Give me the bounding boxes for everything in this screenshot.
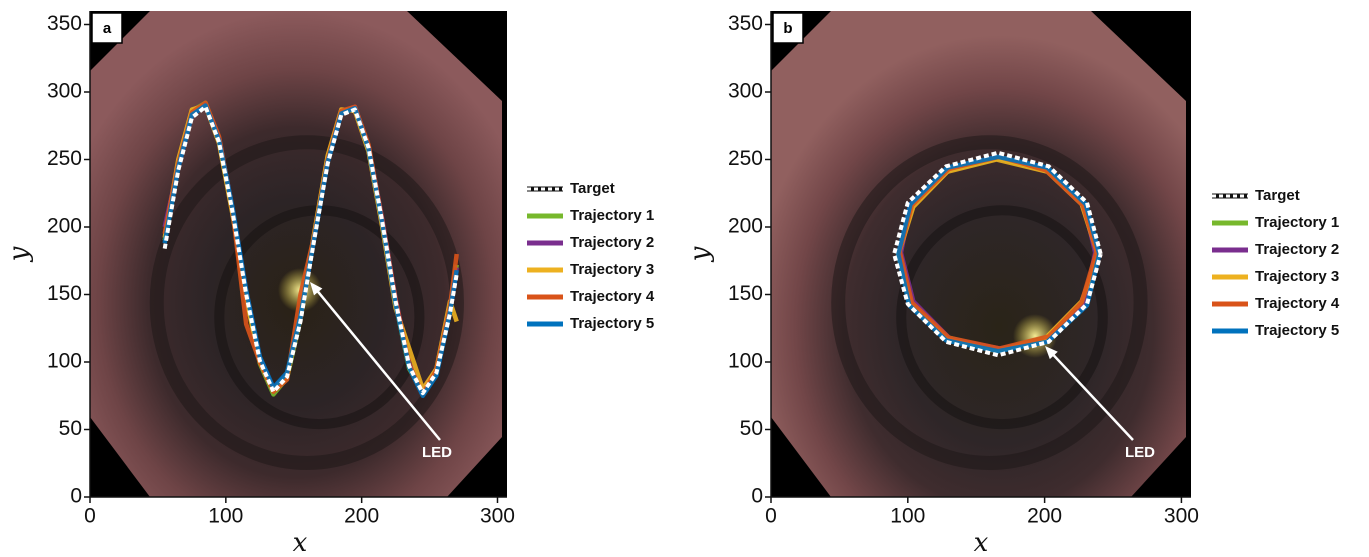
legend-label: Trajectory 5 — [1255, 322, 1339, 339]
legend-label: Trajectory 4 — [570, 288, 655, 305]
y-tick-label: 200 — [47, 215, 82, 238]
y-tick-label: 0 — [751, 485, 763, 508]
annotation-label: LED — [422, 444, 452, 461]
y-tick-label: 300 — [728, 80, 763, 103]
y-tick-label: 300 — [47, 80, 82, 103]
legend-label: Trajectory 1 — [1255, 214, 1339, 231]
x-axis-label: x — [293, 528, 308, 557]
y-axis-label: y — [685, 246, 715, 262]
y-tick-label: 100 — [47, 350, 82, 373]
x-tick-label: 200 — [344, 505, 379, 528]
x-tick-label: 300 — [480, 505, 515, 528]
legend-label: Target — [1255, 187, 1300, 204]
annotation-label: LED — [1125, 444, 1155, 461]
legend-label: Trajectory 3 — [1255, 268, 1339, 285]
y-tick-label: 0 — [70, 485, 82, 508]
legend-label: Trajectory 1 — [570, 207, 654, 224]
y-tick-label: 50 — [59, 417, 82, 440]
y-tick-label: 250 — [47, 147, 82, 170]
y-tick-label: 200 — [728, 215, 763, 238]
panel-label: b — [783, 20, 792, 37]
x-tick-label: 200 — [1027, 505, 1062, 528]
x-axis-label: x — [974, 528, 989, 557]
panel-label: a — [103, 20, 112, 37]
x-tick-label: 0 — [84, 505, 96, 528]
x-tick-label: 300 — [1164, 505, 1199, 528]
x-tick-label: 100 — [208, 505, 243, 528]
legend-label: Trajectory 4 — [1255, 295, 1340, 312]
legend-label: Target — [570, 180, 615, 197]
y-tick-label: 350 — [47, 12, 82, 35]
x-tick-label: 100 — [890, 505, 925, 528]
y-tick-label: 150 — [47, 282, 82, 305]
y-tick-label: 250 — [728, 147, 763, 170]
figure: 0 100 200 300 0 50 100 150 200 250 300 350 x y a LED Tar… — [0, 0, 1369, 557]
x-tick-label: 0 — [765, 505, 777, 528]
legend-label: Trajectory 5 — [570, 315, 654, 332]
y-tick-label: 150 — [728, 282, 763, 305]
y-axis-label: y — [4, 246, 34, 262]
legend-label: Trajectory 2 — [1255, 241, 1339, 258]
legend-label: Trajectory 3 — [570, 261, 654, 278]
legend-label: Trajectory 2 — [570, 234, 654, 251]
y-tick-label: 100 — [728, 350, 763, 373]
y-tick-label: 350 — [728, 12, 763, 35]
y-tick-label: 50 — [740, 417, 763, 440]
